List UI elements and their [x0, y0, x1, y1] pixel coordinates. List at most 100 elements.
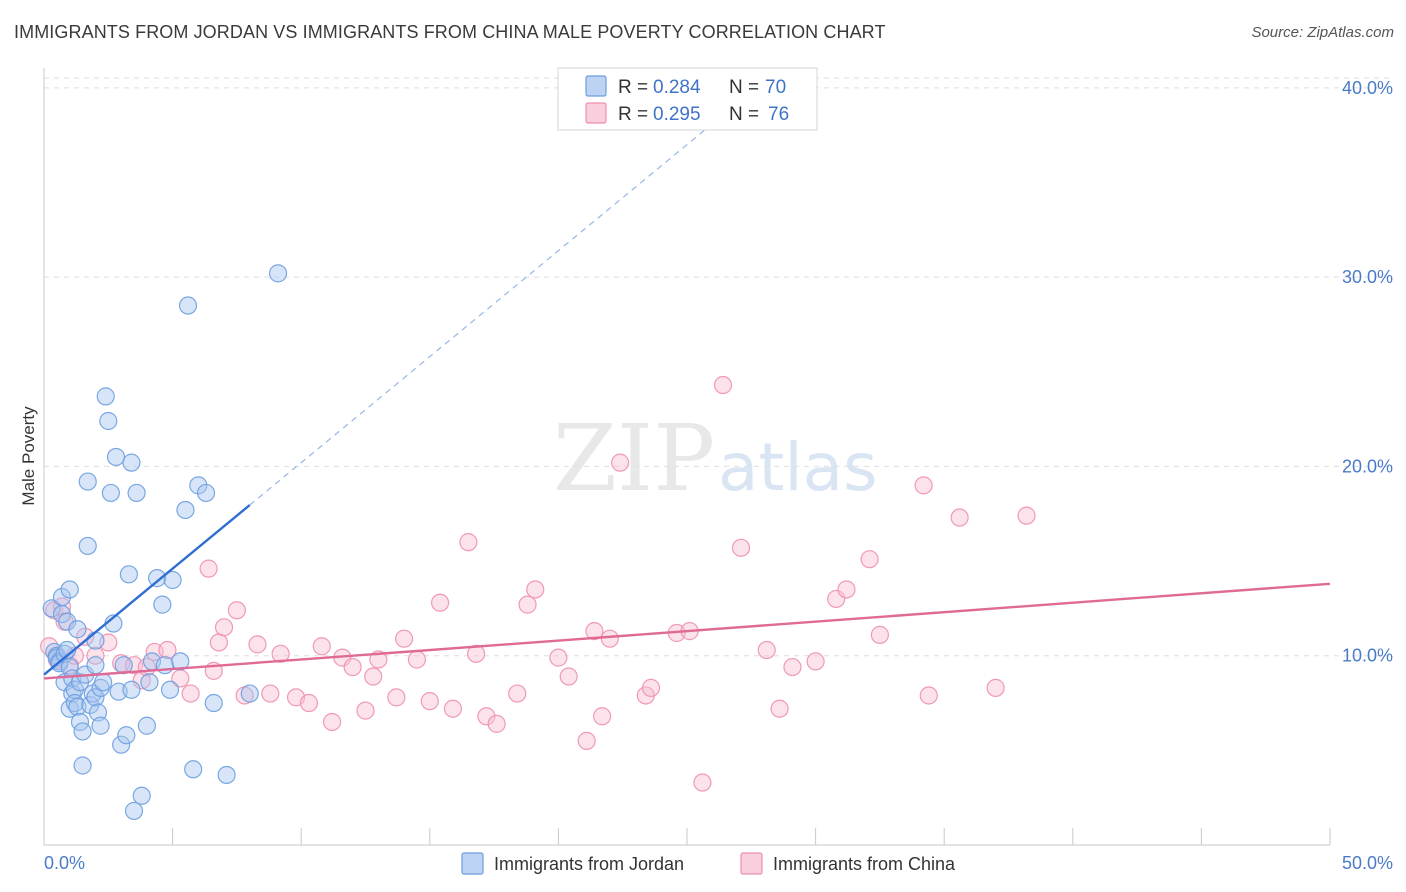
point-china-65 [783, 657, 802, 677]
point-china-62 [731, 538, 751, 557]
y-axis-title: Male Poverty [19, 406, 38, 506]
legend-n-label-jordan: N = [729, 77, 759, 98]
point-china-37 [394, 629, 414, 648]
point-jordan-30 [86, 656, 105, 675]
point-china-72 [919, 686, 938, 705]
legend-n-label-china: N = [729, 104, 759, 125]
point-jordan-33 [91, 716, 110, 735]
source-label: Source: ZipAtlas.com [1251, 24, 1394, 41]
point-china-8 [86, 646, 105, 665]
point-jordan-61 [178, 296, 198, 315]
point-china-51 [577, 731, 596, 750]
watermark-zip: ZIP [553, 405, 715, 512]
point-jordan-57 [160, 680, 180, 699]
point-china-33 [356, 701, 375, 720]
point-china-52 [585, 622, 604, 641]
point-jordan-47 [122, 680, 141, 699]
bottom-legend-label-china: Immigrants from China [773, 854, 956, 874]
point-jordan-35 [94, 673, 113, 692]
series-china-points [40, 375, 1036, 792]
gridlines [44, 77, 1393, 657]
point-china-28 [299, 693, 319, 713]
point-jordan-26 [78, 472, 97, 491]
point-china-45 [487, 714, 506, 733]
y-tick-label-10: 10.0% [1342, 646, 1393, 666]
legend-r-label-jordan: R = [618, 77, 648, 98]
point-china-30 [322, 712, 342, 732]
trend-lines [43, 101, 1331, 680]
y-tick-label-30: 30.0% [1342, 267, 1393, 287]
point-jordan-32 [88, 703, 108, 722]
point-jordan-58 [163, 570, 182, 590]
point-jordan-46 [122, 453, 141, 472]
point-jordan-67 [240, 684, 259, 703]
point-jordan-65 [204, 693, 223, 713]
point-china-74 [986, 678, 1005, 697]
point-jordan-50 [132, 786, 151, 805]
point-china-18 [199, 559, 218, 578]
point-jordan-64 [196, 483, 216, 503]
point-china-47 [518, 595, 537, 614]
trend-line-china [43, 582, 1331, 680]
point-china-21 [214, 618, 234, 637]
point-china-60 [693, 773, 712, 792]
legend-r-value-china: 0.295 [653, 104, 701, 125]
point-china-22 [227, 601, 246, 620]
point-jordan-40 [106, 447, 126, 467]
point-china-50 [559, 667, 578, 686]
point-china-54 [600, 629, 619, 648]
point-china-49 [549, 648, 568, 667]
point-china-40 [430, 593, 450, 612]
point-jordan-63 [189, 476, 208, 495]
correlation-legend: R = 0.284 N = 70 R = 0.295 N = 76 [557, 67, 818, 131]
point-china-75 [1017, 506, 1036, 525]
point-jordan-10 [58, 612, 77, 631]
point-jordan-38 [101, 483, 120, 503]
point-china-24 [248, 635, 267, 654]
point-china-20 [209, 633, 228, 652]
point-jordan-36 [96, 387, 115, 406]
point-jordan-23 [73, 756, 92, 775]
point-china-64 [770, 699, 789, 718]
legend-swatch-jordan [585, 75, 607, 97]
point-jordan-51 [137, 716, 156, 735]
point-china-7 [76, 627, 95, 646]
y-tick-label-40: 40.0% [1342, 78, 1393, 98]
point-jordan-62 [184, 760, 203, 779]
point-jordan-29 [86, 688, 105, 707]
point-jordan-44 [117, 726, 136, 745]
point-jordan-25 [78, 536, 97, 556]
point-china-68 [837, 580, 856, 599]
point-jordan-37 [99, 411, 118, 431]
point-jordan-55 [153, 595, 172, 614]
legend-r-label-china: R = [618, 104, 648, 125]
point-china-71 [914, 476, 933, 495]
point-china-66 [806, 652, 825, 671]
bottom-legend-swatch-china [740, 852, 763, 875]
point-china-44 [477, 707, 496, 726]
point-china-53 [593, 707, 612, 726]
point-china-41 [443, 699, 463, 718]
point-china-69 [860, 550, 879, 569]
point-china-34 [364, 667, 383, 686]
y-tick-label-20: 20.0% [1342, 456, 1393, 476]
legend-n-value-jordan: 70 [765, 77, 786, 98]
point-china-42 [459, 533, 478, 552]
point-jordan-19 [68, 620, 87, 639]
point-china-61 [713, 375, 733, 395]
legend-swatch-china [585, 102, 607, 124]
point-china-38 [407, 650, 427, 669]
point-jordan-49 [127, 483, 146, 503]
point-china-63 [757, 640, 776, 660]
point-jordan-60 [176, 500, 195, 520]
point-china-36 [387, 688, 406, 707]
x-tick-label-max: 50.0% [1342, 853, 1393, 873]
bottom-legend-label-jordan: Immigrants from Jordan [494, 854, 684, 874]
point-china-32 [343, 657, 362, 677]
point-china-39 [420, 692, 439, 711]
point-china-48 [526, 580, 545, 599]
series-legend: Immigrants from Jordan Immigrants from C… [461, 852, 956, 875]
watermark-atlas: atlas [718, 429, 878, 506]
point-jordan-22 [73, 722, 92, 741]
